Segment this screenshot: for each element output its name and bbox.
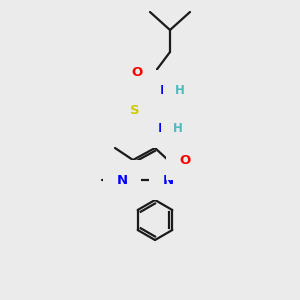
Text: O: O (179, 154, 191, 166)
Text: N: N (159, 83, 171, 97)
Text: S: S (130, 103, 140, 116)
Text: N: N (158, 122, 169, 134)
Text: H: H (175, 83, 185, 97)
Text: N: N (116, 173, 128, 187)
Text: H: H (173, 122, 183, 134)
Text: O: O (131, 65, 142, 79)
Text: N: N (162, 173, 174, 187)
